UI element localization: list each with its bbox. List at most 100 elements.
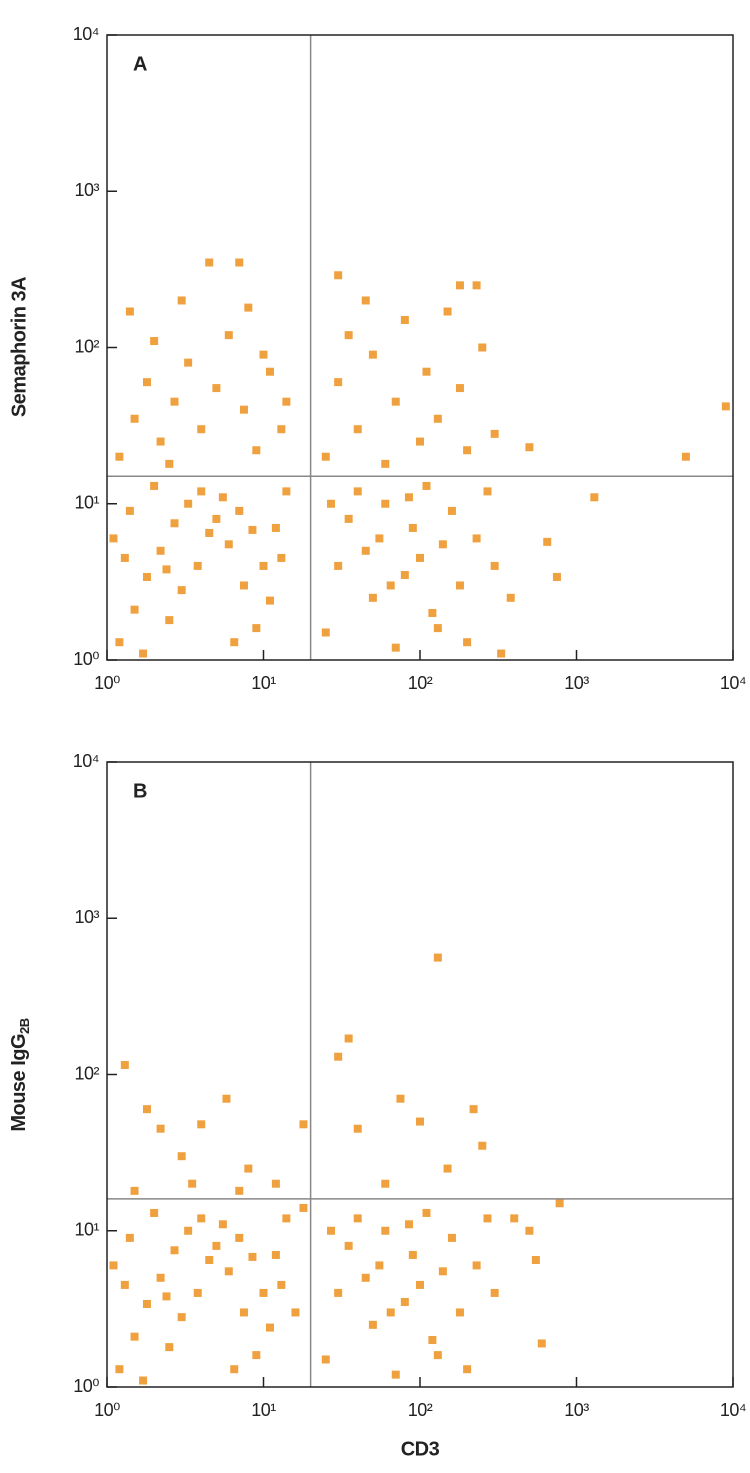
- point: [252, 624, 261, 633]
- point: [193, 561, 202, 570]
- point: [344, 331, 353, 340]
- point: [506, 593, 515, 602]
- point: [391, 1370, 400, 1379]
- point: [334, 1288, 343, 1297]
- point: [681, 452, 690, 461]
- x-tick-label: 10⁰: [94, 673, 120, 693]
- x-tick-label: 10⁴: [720, 673, 746, 693]
- point: [184, 358, 193, 367]
- point: [218, 1220, 227, 1229]
- point: [239, 581, 248, 590]
- point: [150, 337, 159, 346]
- point: [130, 1186, 139, 1195]
- point: [353, 1124, 362, 1133]
- point: [334, 1052, 343, 1061]
- point: [165, 616, 174, 625]
- y-axis-label-main: Mouse IgG: [8, 1034, 30, 1132]
- x-tick-label: 10¹: [251, 673, 276, 693]
- point: [463, 638, 472, 647]
- point: [353, 1214, 362, 1223]
- point: [391, 643, 400, 652]
- point: [120, 553, 129, 562]
- point: [455, 384, 464, 393]
- point: [478, 1141, 487, 1150]
- point: [483, 487, 492, 496]
- point: [125, 307, 134, 316]
- point: [184, 499, 193, 508]
- point: [156, 437, 165, 446]
- point: [139, 649, 148, 658]
- point: [422, 481, 431, 490]
- point: [271, 1250, 280, 1259]
- point: [142, 572, 151, 581]
- point: [170, 397, 179, 406]
- point: [271, 1179, 280, 1188]
- point: [212, 1241, 221, 1250]
- point: [177, 1152, 186, 1161]
- point: [490, 429, 499, 438]
- point: [463, 446, 472, 455]
- point: [252, 1351, 261, 1360]
- point: [265, 1323, 274, 1332]
- point: [193, 1288, 202, 1297]
- point: [552, 572, 561, 581]
- point: [443, 307, 452, 316]
- point: [130, 1332, 139, 1341]
- point: [244, 1164, 253, 1173]
- point: [239, 405, 248, 414]
- point: [433, 1351, 442, 1360]
- point: [334, 271, 343, 280]
- point: [230, 638, 239, 647]
- point: [391, 397, 400, 406]
- point: [490, 1288, 499, 1297]
- point: [590, 493, 599, 502]
- point: [334, 561, 343, 570]
- point: [422, 1208, 431, 1217]
- point: [531, 1255, 540, 1264]
- point: [344, 1241, 353, 1250]
- point: [218, 493, 227, 502]
- point: [150, 1208, 159, 1217]
- point: [222, 1094, 231, 1103]
- point: [433, 624, 442, 633]
- y-tick-label: 10⁴: [73, 751, 99, 771]
- point: [271, 523, 280, 532]
- y-tick-label: 10³: [74, 907, 99, 927]
- point: [109, 1261, 118, 1270]
- point: [525, 443, 534, 452]
- y-axis-label-sub: 2B: [17, 1018, 32, 1034]
- point: [224, 540, 233, 549]
- point: [416, 1117, 424, 1126]
- point: [259, 561, 268, 570]
- point: [142, 1105, 151, 1114]
- point: [212, 384, 221, 393]
- point: [177, 1313, 186, 1322]
- point: [235, 258, 244, 267]
- x-tick-label: 10⁰: [94, 1400, 120, 1420]
- point: [291, 1308, 300, 1317]
- point: [438, 1267, 447, 1276]
- panel-label: B: [133, 780, 147, 802]
- point: [490, 561, 499, 570]
- point: [543, 537, 552, 546]
- point: [361, 546, 370, 555]
- point: [455, 581, 464, 590]
- point: [400, 1297, 409, 1306]
- point: [368, 350, 377, 359]
- point: [321, 452, 330, 461]
- point: [472, 281, 481, 290]
- point: [177, 296, 186, 305]
- point: [381, 499, 390, 508]
- point: [115, 452, 124, 461]
- point: [277, 553, 286, 562]
- point: [265, 367, 274, 376]
- y-tick-label: 10¹: [74, 493, 99, 513]
- point: [375, 534, 384, 543]
- point: [277, 1280, 286, 1289]
- point: [428, 1335, 437, 1344]
- y-tick-label: 10⁰: [73, 649, 99, 669]
- point: [156, 1124, 165, 1133]
- point: [248, 525, 257, 534]
- point: [197, 1214, 206, 1223]
- point: [483, 1214, 492, 1223]
